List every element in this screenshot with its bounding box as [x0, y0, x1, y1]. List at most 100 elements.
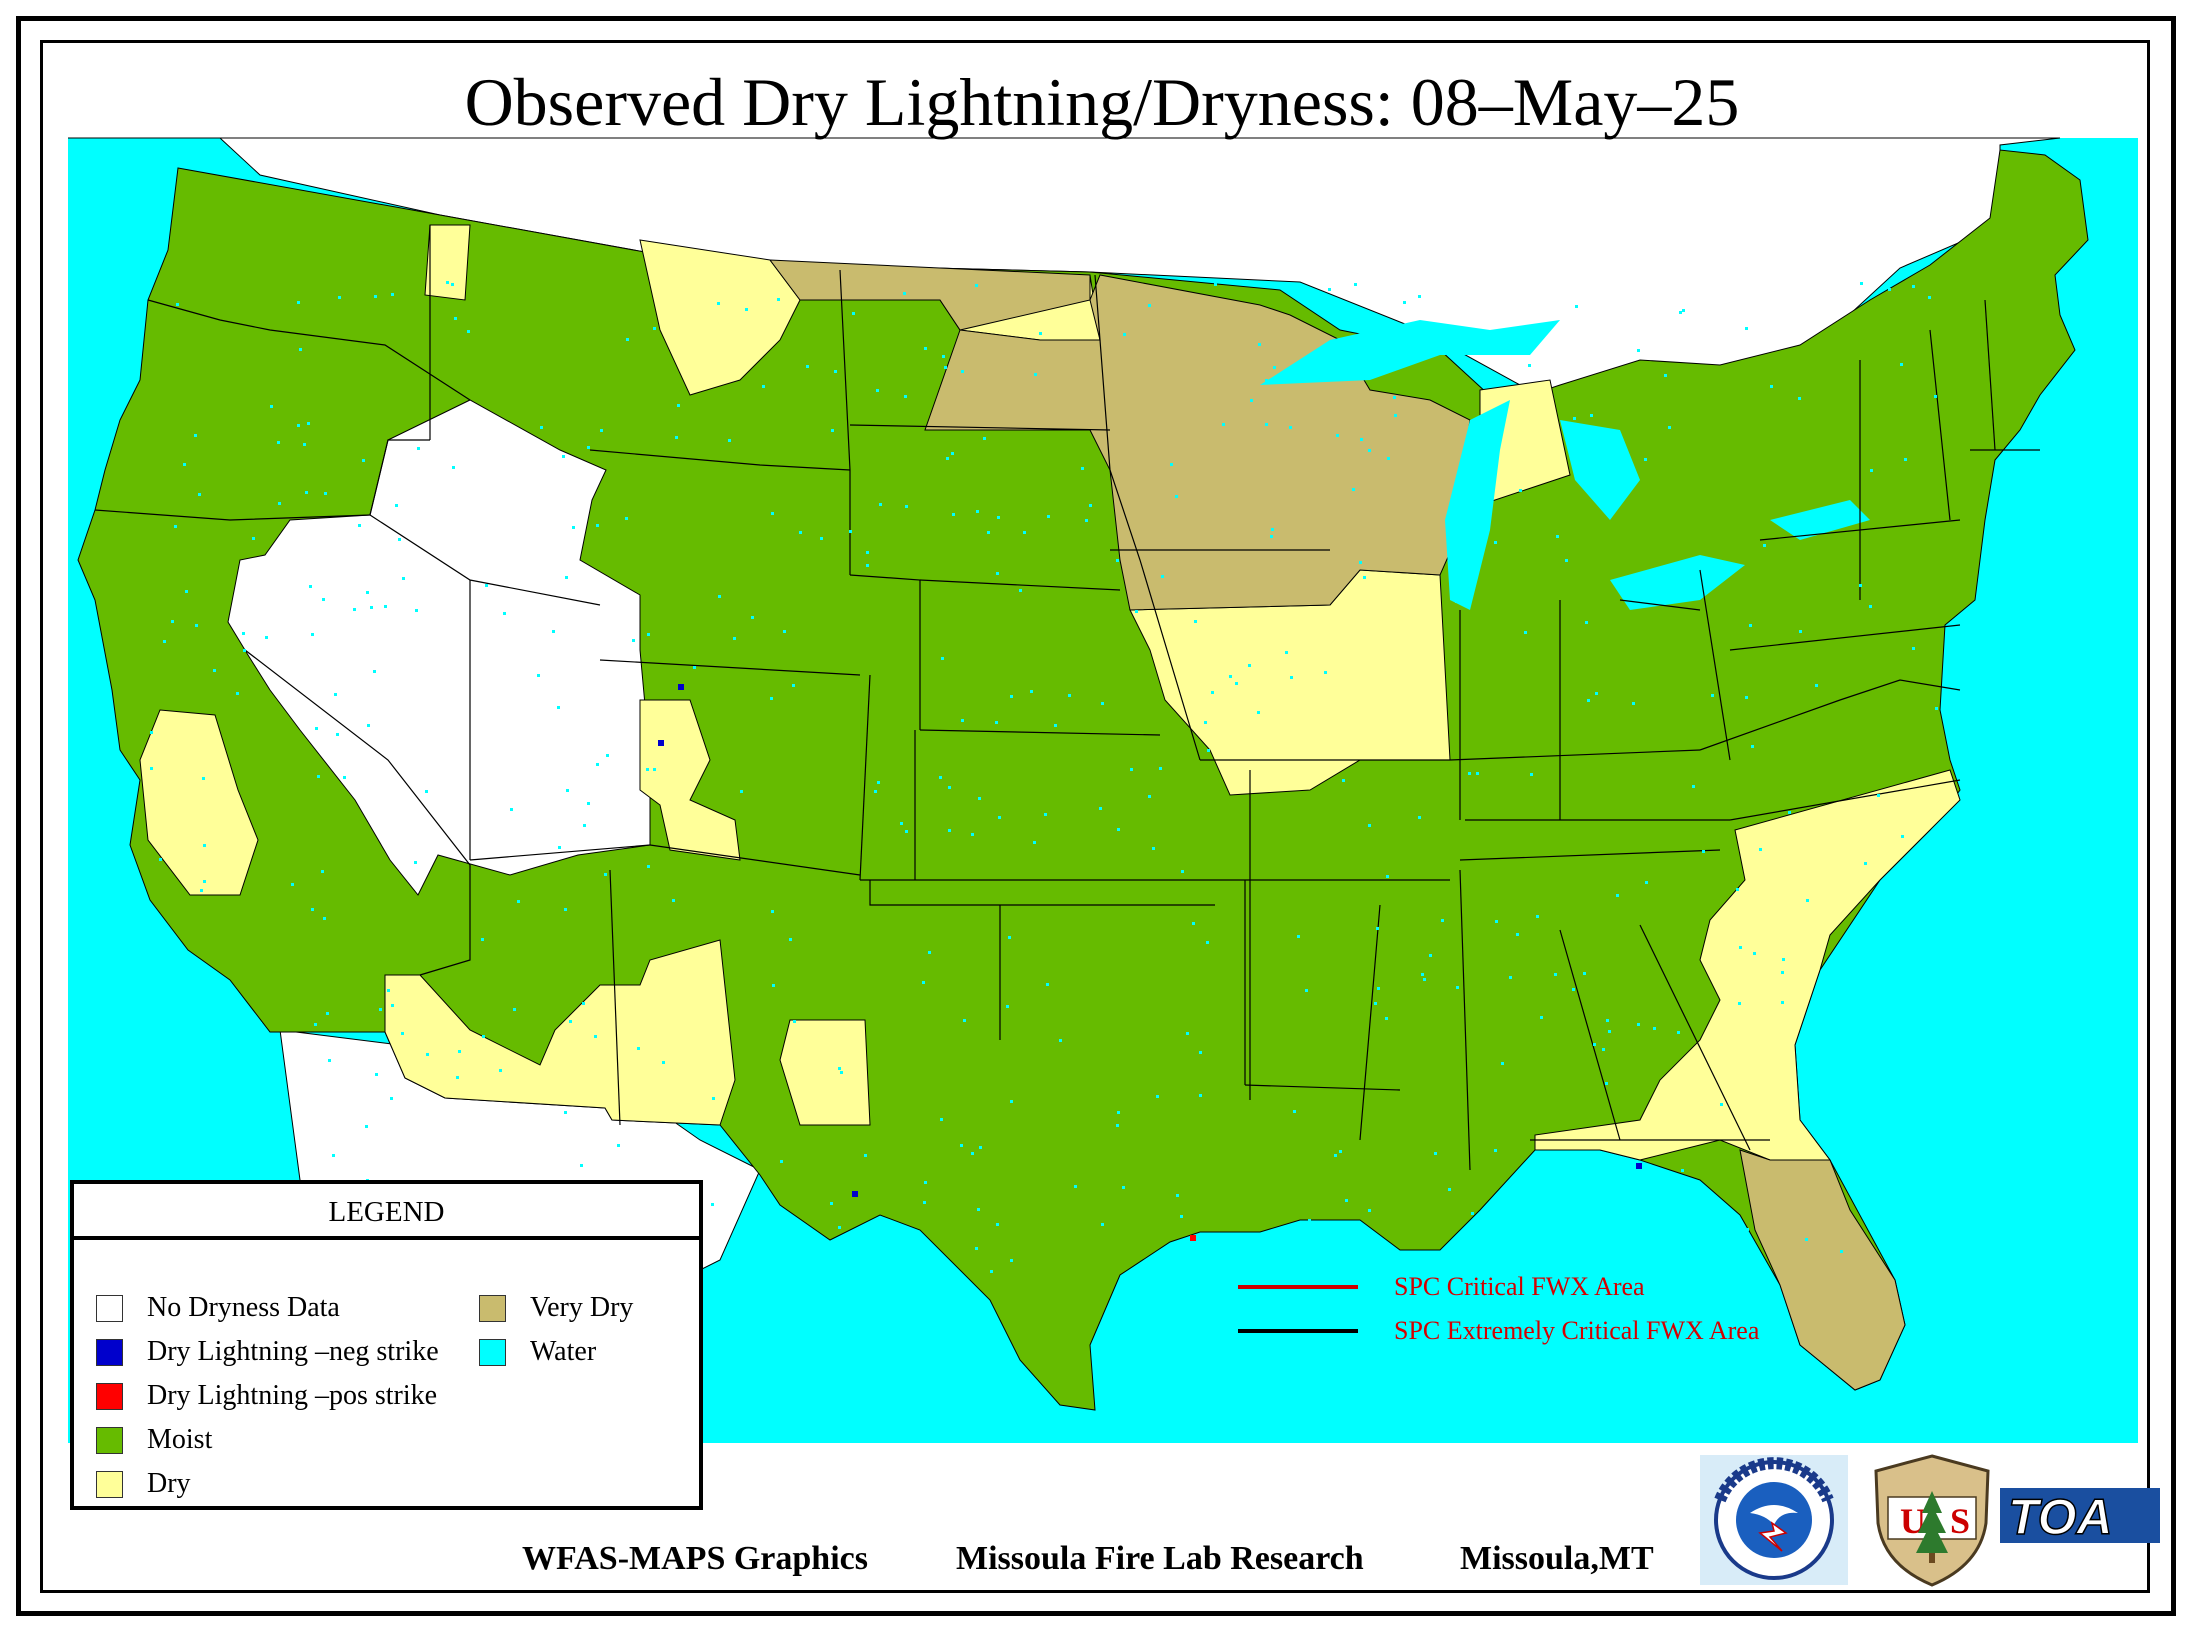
- water-speckle: [1122, 1186, 1125, 1189]
- water-speckle: [840, 1071, 843, 1074]
- water-speckle: [1403, 301, 1406, 304]
- lake-huron: [1560, 420, 1640, 520]
- water-speckle: [1192, 922, 1195, 925]
- water-speckle: [996, 572, 999, 575]
- water-speckle: [1877, 794, 1880, 797]
- water-speckle: [200, 889, 203, 892]
- water-speckle: [1305, 989, 1308, 992]
- water-speckle: [456, 1076, 459, 1079]
- water-speckle: [1235, 682, 1238, 685]
- water-speckle: [948, 829, 951, 832]
- water-speckle: [849, 530, 852, 533]
- water-speckle: [1148, 795, 1151, 798]
- water-speckle: [1695, 1248, 1698, 1251]
- water-speckle: [905, 830, 908, 833]
- water-speckle: [1501, 1062, 1504, 1065]
- water-speckle: [1081, 467, 1084, 470]
- southwest-dry: [384, 939, 736, 1126]
- water-speckle: [414, 861, 417, 864]
- water-speckle: [1606, 1019, 1609, 1022]
- water-speckle: [718, 595, 721, 598]
- neg-strike-marker: [678, 684, 684, 690]
- water-speckle: [1285, 651, 1288, 654]
- water-speckle: [243, 649, 246, 652]
- water-speckle: [1265, 423, 1268, 426]
- water-speckle: [564, 908, 567, 911]
- water-speckle: [1434, 1152, 1437, 1155]
- water-speckle: [174, 525, 177, 528]
- water-speckle: [321, 870, 324, 873]
- legend-box: LEGEND No Dryness Data Dry Lightning –ne…: [70, 1180, 703, 1510]
- lake-erie: [1610, 555, 1745, 610]
- water-speckle: [185, 590, 188, 593]
- water-speckle: [1632, 702, 1635, 705]
- water-speckle: [799, 531, 802, 534]
- water-speckle: [1702, 850, 1705, 853]
- water-speckle: [745, 308, 748, 311]
- water-speckle: [552, 630, 555, 633]
- water-speckle: [252, 537, 255, 540]
- water-speckle: [317, 775, 320, 778]
- water-speckle: [366, 591, 369, 594]
- water-speckle: [228, 1067, 231, 1070]
- water-speckle: [203, 844, 206, 847]
- state-boundaries: [94, 225, 2040, 1171]
- water-speckle: [1030, 690, 1033, 693]
- water-speckle: [672, 899, 675, 902]
- water-speckle: [820, 537, 823, 540]
- water-speckle: [194, 434, 197, 437]
- water-speckle: [1739, 946, 1742, 949]
- water-speckle: [975, 1247, 978, 1250]
- water-speckle: [646, 768, 649, 771]
- water-speckle: [1257, 711, 1260, 714]
- water-speckle: [336, 733, 339, 736]
- water-speckle: [334, 693, 337, 696]
- fwx-critical-key: SPC Critical FWX Area: [1238, 1272, 1645, 1302]
- water-speckle: [1034, 373, 1037, 376]
- water-speckle: [990, 1270, 993, 1273]
- water-speckle: [876, 389, 879, 392]
- water-speckle: [236, 692, 239, 695]
- water-speckle: [198, 493, 201, 496]
- water-speckle: [1745, 327, 1748, 330]
- lake-michigan: [1445, 400, 1510, 610]
- fwx-critical-label: SPC Critical FWX Area: [1394, 1272, 1645, 1301]
- water-speckle: [1476, 772, 1479, 775]
- water-speckle: [900, 822, 903, 825]
- water-speckle: [391, 293, 394, 296]
- water-speckle: [1516, 933, 1519, 936]
- water-speckle: [1935, 707, 1938, 710]
- great-basin-no-data: [227, 399, 651, 896]
- water-speckle: [1860, 1036, 1863, 1039]
- water-speckle: [831, 429, 834, 432]
- toa-logo: TOA: [2000, 1488, 2160, 1543]
- water-speckle: [1089, 504, 1092, 507]
- map-title: Observed Dry Lightning/Dryness: 08–May–2…: [464, 64, 1740, 140]
- water-speckle: [996, 1223, 999, 1226]
- water-speckle: [1692, 785, 1695, 788]
- legend-item-moist: Moist: [96, 1424, 212, 1456]
- water-speckle: [1645, 881, 1648, 884]
- fwx-extreme-label: SPC Extremely Critical FWX Area: [1394, 1316, 1760, 1345]
- water-speckle: [1781, 971, 1784, 974]
- water-speckle: [565, 576, 568, 579]
- water-speckle: [852, 312, 855, 315]
- water-speckle: [1524, 631, 1527, 634]
- water-speckle: [904, 395, 907, 398]
- water-speckle: [183, 463, 186, 466]
- water-speckle: [587, 446, 590, 449]
- water-speckle: [1250, 399, 1253, 402]
- water-speckle: [503, 612, 506, 615]
- water-speckle: [398, 538, 401, 541]
- water-speckle: [1616, 894, 1619, 897]
- water-speckle: [291, 883, 294, 886]
- water-speckle: [1881, 889, 1884, 892]
- water-speckle: [975, 284, 978, 287]
- neg-strike-marker: [1636, 1163, 1642, 1169]
- water-speckle: [242, 632, 245, 635]
- water-speckle: [1117, 1111, 1120, 1114]
- water-speckle: [1818, 1140, 1821, 1143]
- florida-very-dry: [1739, 1149, 1906, 1391]
- water-speckle: [1487, 498, 1490, 501]
- water-speckle: [874, 790, 877, 793]
